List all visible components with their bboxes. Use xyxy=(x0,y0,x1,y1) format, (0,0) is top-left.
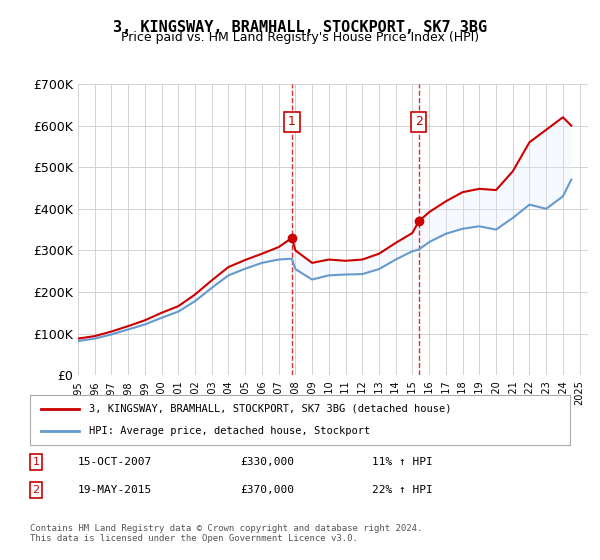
Text: 1: 1 xyxy=(32,457,40,467)
Text: 11% ↑ HPI: 11% ↑ HPI xyxy=(372,457,433,467)
Text: 19-MAY-2015: 19-MAY-2015 xyxy=(78,485,152,495)
Text: 15-OCT-2007: 15-OCT-2007 xyxy=(78,457,152,467)
Text: 3, KINGSWAY, BRAMHALL, STOCKPORT, SK7 3BG: 3, KINGSWAY, BRAMHALL, STOCKPORT, SK7 3B… xyxy=(113,20,487,35)
Text: £330,000: £330,000 xyxy=(240,457,294,467)
Text: HPI: Average price, detached house, Stockport: HPI: Average price, detached house, Stoc… xyxy=(89,426,371,436)
Text: 2: 2 xyxy=(415,115,423,128)
Text: £370,000: £370,000 xyxy=(240,485,294,495)
Text: 2: 2 xyxy=(32,485,40,495)
Text: 3, KINGSWAY, BRAMHALL, STOCKPORT, SK7 3BG (detached house): 3, KINGSWAY, BRAMHALL, STOCKPORT, SK7 3B… xyxy=(89,404,452,414)
Text: Price paid vs. HM Land Registry's House Price Index (HPI): Price paid vs. HM Land Registry's House … xyxy=(121,31,479,44)
Text: Contains HM Land Registry data © Crown copyright and database right 2024.
This d: Contains HM Land Registry data © Crown c… xyxy=(30,524,422,543)
Text: 22% ↑ HPI: 22% ↑ HPI xyxy=(372,485,433,495)
Text: 1: 1 xyxy=(288,115,296,128)
